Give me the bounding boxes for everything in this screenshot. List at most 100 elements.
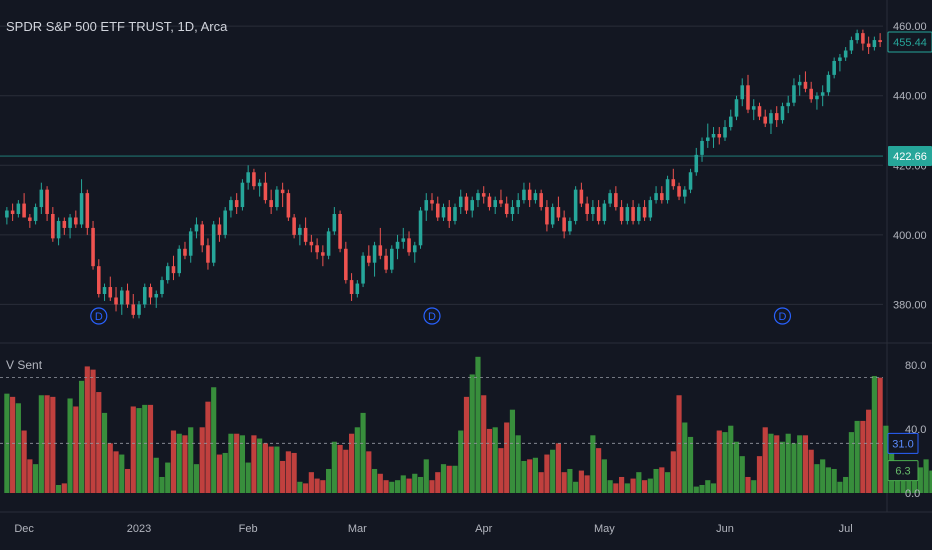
v-sent-bar	[394, 480, 401, 493]
v-sent-bar	[653, 468, 659, 493]
candle-body	[234, 200, 239, 208]
candle-body	[401, 238, 406, 242]
v-sent-bar	[366, 451, 372, 493]
candle-body	[579, 189, 584, 204]
candle-body	[683, 189, 687, 197]
candle-body	[275, 189, 279, 208]
v-sent-bar	[440, 464, 447, 493]
candle-body	[206, 245, 210, 263]
candle-body	[79, 193, 84, 225]
v-sent-bar	[739, 456, 745, 493]
v-sent-bar	[44, 395, 50, 493]
v-sent-bar	[716, 430, 722, 493]
v-sent-bar	[659, 467, 665, 493]
v-sent-bar	[745, 476, 751, 493]
v-sent-bar	[613, 483, 619, 493]
v-sent-bar	[825, 467, 832, 493]
last-price-label: 455.44	[893, 37, 927, 49]
v-sent-bar	[814, 464, 820, 493]
v-sent-signal-label-box	[887, 432, 919, 454]
candle-body	[832, 60, 836, 75]
candle-body	[539, 193, 543, 208]
v-sent-bar	[27, 459, 33, 493]
v-sent-bar	[458, 430, 464, 493]
v-sent-bar	[417, 476, 424, 493]
v-sent-bar	[188, 427, 194, 493]
candle-body	[780, 106, 785, 121]
v-sent-bar	[348, 433, 355, 493]
v-sent-bar	[854, 420, 860, 493]
candle-body	[654, 193, 658, 201]
v-sent-bar	[423, 459, 429, 493]
candle-body	[309, 241, 314, 246]
dividend-marker-label: D	[778, 311, 786, 323]
v-sent-bar	[929, 470, 932, 493]
v-sent-bar	[481, 395, 487, 493]
v-sent-bar	[590, 435, 596, 493]
v-sent-bar	[486, 428, 493, 493]
candle-body	[338, 214, 342, 249]
v-sent-bar	[90, 369, 96, 493]
v-sent-bar	[107, 443, 113, 493]
v-sent-bar	[50, 396, 56, 493]
v-sent-last-value-label-box	[887, 460, 919, 482]
v-sent-bar	[147, 404, 154, 493]
v-sent-tick-label: 0.0	[905, 488, 920, 500]
candle-body	[843, 50, 848, 58]
candle-body	[631, 207, 635, 221]
v-sent-bar	[222, 452, 228, 493]
candle-body	[637, 207, 641, 221]
candle-body	[384, 255, 388, 270]
candle-body	[786, 102, 790, 107]
candle-body	[585, 203, 589, 214]
candle-body	[608, 193, 612, 204]
v-sent-bar	[446, 465, 452, 493]
candle-body	[717, 134, 722, 138]
v-sent-bar	[78, 380, 85, 493]
v-sent-bar	[251, 435, 257, 493]
dividend-marker-icon	[90, 307, 108, 325]
candle-body	[114, 297, 118, 305]
candle-body	[792, 85, 796, 103]
v-sent-bar	[469, 374, 475, 493]
candle-body	[263, 182, 268, 201]
v-sent-bar	[768, 433, 774, 493]
candle-body	[694, 154, 699, 173]
v-sent-bar	[343, 449, 349, 493]
v-sent-bar	[136, 408, 142, 493]
crosshair-price-label-box	[888, 146, 932, 167]
candle-body	[188, 231, 193, 256]
price-tick-label: 400.00	[893, 230, 927, 242]
v-sent-bar	[193, 464, 200, 493]
candle-body	[740, 85, 745, 100]
candle-body	[194, 224, 199, 232]
candle-body	[211, 224, 216, 263]
v-sent-bar	[55, 484, 62, 493]
candle-body	[820, 92, 825, 96]
candle-body	[550, 207, 555, 225]
candle-body	[252, 172, 256, 187]
v-sent-bar	[429, 480, 435, 493]
candle-body	[51, 214, 55, 239]
candle-body	[269, 200, 273, 208]
candle-body	[418, 210, 423, 246]
v-sent-bar	[291, 452, 297, 493]
v-sent-bar	[567, 468, 573, 493]
v-sent-bar	[211, 387, 217, 493]
candle-body	[424, 200, 429, 211]
candle-body	[849, 40, 854, 51]
candle-body	[33, 207, 38, 221]
candle-body	[872, 40, 877, 48]
crosshair-price-label: 422.66	[893, 151, 927, 163]
v-sent-bar	[113, 451, 119, 493]
candle-body	[447, 207, 452, 221]
v-sent-bar	[262, 443, 268, 493]
v-sent-bar	[314, 478, 320, 493]
v-sent-bar	[326, 468, 332, 493]
candle-body	[562, 217, 566, 232]
v-sent-bar	[452, 465, 458, 493]
v-sent-bar	[705, 480, 711, 493]
candle-body	[855, 33, 859, 41]
